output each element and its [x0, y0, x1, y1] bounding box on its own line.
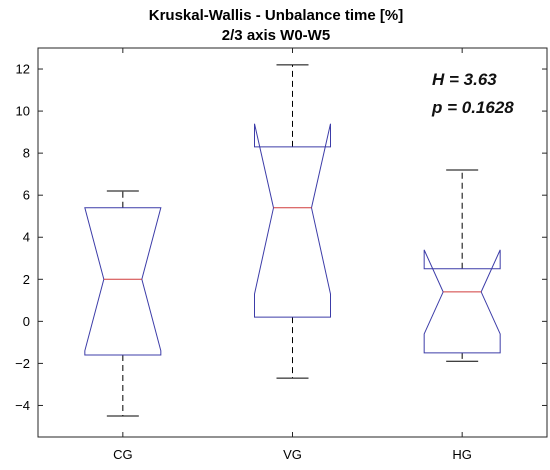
y-tick-label: 8 — [23, 146, 30, 161]
chart-title: Kruskal-Wallis - Unbalance time [%] — [149, 7, 404, 24]
notched-box-vg — [254, 123, 331, 318]
x-tick-label-hg: HG — [452, 447, 472, 462]
y-tick-label: −4 — [15, 398, 30, 413]
y-tick-label: −2 — [15, 356, 30, 371]
annotation-p-value: p = 0.1628 — [431, 98, 514, 117]
notched-box-cg — [84, 207, 162, 356]
y-tick-label: 10 — [16, 104, 30, 119]
y-tick-label: 0 — [23, 314, 30, 329]
x-tick-label-cg: CG — [113, 447, 133, 462]
chart-subtitle: 2/3 axis W0-W5 — [222, 27, 330, 44]
y-tick-label: 12 — [16, 62, 30, 77]
annotation-h-statistic: H = 3.63 — [432, 70, 497, 89]
notched-box-hg — [423, 249, 501, 354]
y-tick-label: 4 — [23, 230, 30, 245]
y-tick-label: 6 — [23, 188, 30, 203]
y-tick-label: 2 — [23, 272, 30, 287]
x-tick-label-vg: VG — [283, 447, 302, 462]
